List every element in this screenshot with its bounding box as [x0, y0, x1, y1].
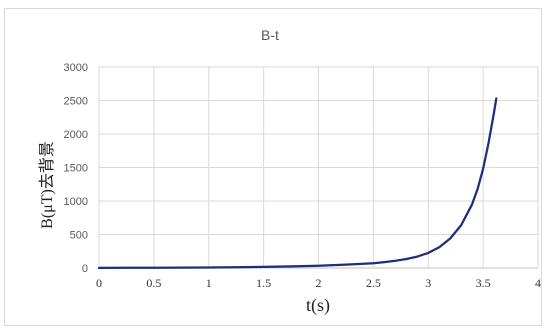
x-tick-label: 0.5: [146, 276, 161, 290]
x-axis-label: t(s): [306, 295, 330, 316]
y-tick-label: 3000: [64, 62, 88, 74]
series-group: [97, 97, 498, 270]
series-line-0: [97, 97, 498, 270]
x-tick-label: 1: [206, 276, 212, 290]
y-axis: 0 500 1000 1500 2000 2500 3000: [64, 62, 88, 275]
gridlines: [98, 66, 539, 269]
x-tick-label: 1.5: [256, 276, 271, 290]
y-tick-label: 2000: [64, 129, 88, 141]
y-tick-label: 0: [82, 263, 88, 275]
chart-title: B-t: [261, 27, 279, 43]
x-axis: 0 0.5 1 1.5 2 2.5 3 3.5 4: [96, 276, 541, 290]
y-tick-label: 1500: [64, 163, 88, 175]
x-tick-label: 2.5: [366, 276, 381, 290]
x-tick-label: 0: [96, 276, 102, 290]
x-tick-label: 4: [535, 276, 541, 290]
x-tick-label: 3.5: [476, 276, 491, 290]
y-tick-label: 500: [70, 230, 88, 242]
y-tick-label: 1000: [64, 196, 88, 208]
x-tick-label: 2: [316, 276, 322, 290]
y-axis-label: B(μT)去背景: [38, 141, 56, 229]
y-tick-label: 2500: [64, 96, 88, 108]
x-tick-label: 3: [425, 276, 431, 290]
